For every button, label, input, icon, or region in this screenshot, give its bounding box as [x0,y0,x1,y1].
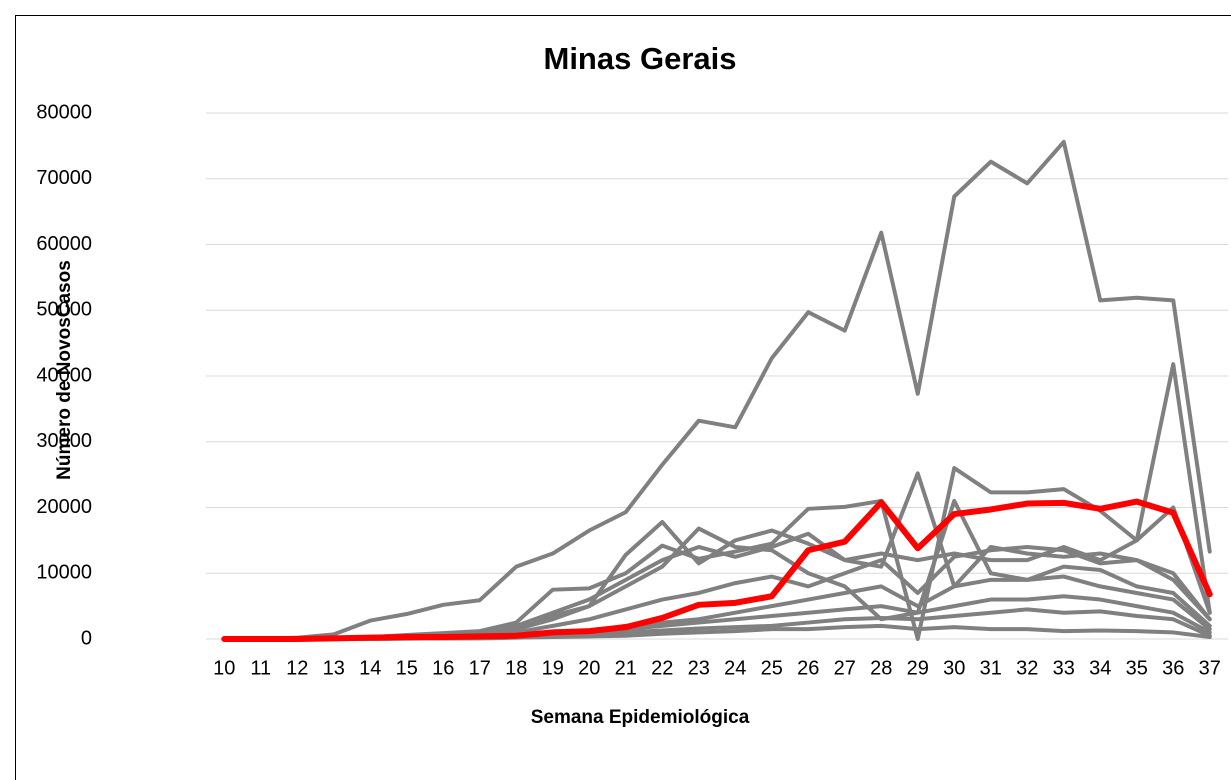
y-tick-label: 20000 [36,496,92,518]
x-tick-label: 26 [797,657,819,679]
x-tick-label: 13 [323,657,345,679]
x-tick-label: 12 [286,657,308,679]
x-tick-label: 27 [834,657,856,679]
x-tick-label: 30 [943,657,965,679]
y-tick-label: 60000 [36,233,92,255]
series-line [222,139,1212,641]
x-tick-label: 17 [469,657,491,679]
x-tick-label: 11 [250,657,271,679]
x-tick-label: 33 [1053,657,1075,679]
y-axis-title: Número de NovosCasos [54,260,75,480]
y-tick-label: 10000 [36,562,92,584]
x-tick-label: 37 [1199,657,1221,679]
series-line [221,498,1213,642]
y-tick-label: 30000 [36,430,92,452]
x-tick-label: 19 [542,657,564,679]
y-tick-label: 80000 [36,101,92,123]
x-tick-label: 18 [505,657,527,679]
y-tick-label: 50000 [36,299,92,321]
x-tick-label: 21 [615,657,637,679]
x-tick-label: 34 [1089,657,1111,679]
x-tick-label: 28 [870,657,892,679]
x-tick-label: 15 [396,657,418,679]
y-tick-label: 70000 [36,167,92,189]
x-tick-label: 22 [651,657,673,679]
x-tick-label: 31 [980,657,1002,679]
x-tick-label: 35 [1126,657,1148,679]
x-tick-label: 10 [213,657,235,679]
x-axis-title: Semana Epidemiológica [531,707,750,728]
x-tick-label: 36 [1162,657,1184,679]
x-tick-label: 23 [688,657,710,679]
x-tick-label: 24 [724,657,746,679]
x-tick-label: 20 [578,657,600,679]
x-tick-label: 14 [359,657,381,679]
y-tick-label: 40000 [36,364,92,386]
x-tick-label: 29 [907,657,929,679]
chart-title: Minas Gerais [544,41,737,76]
chart-frame [15,15,1231,780]
x-tick-label: 16 [432,657,454,679]
x-tick-label: 32 [1016,657,1038,679]
y-tick-label: 0 [81,627,92,649]
x-tick-label: 25 [761,657,783,679]
